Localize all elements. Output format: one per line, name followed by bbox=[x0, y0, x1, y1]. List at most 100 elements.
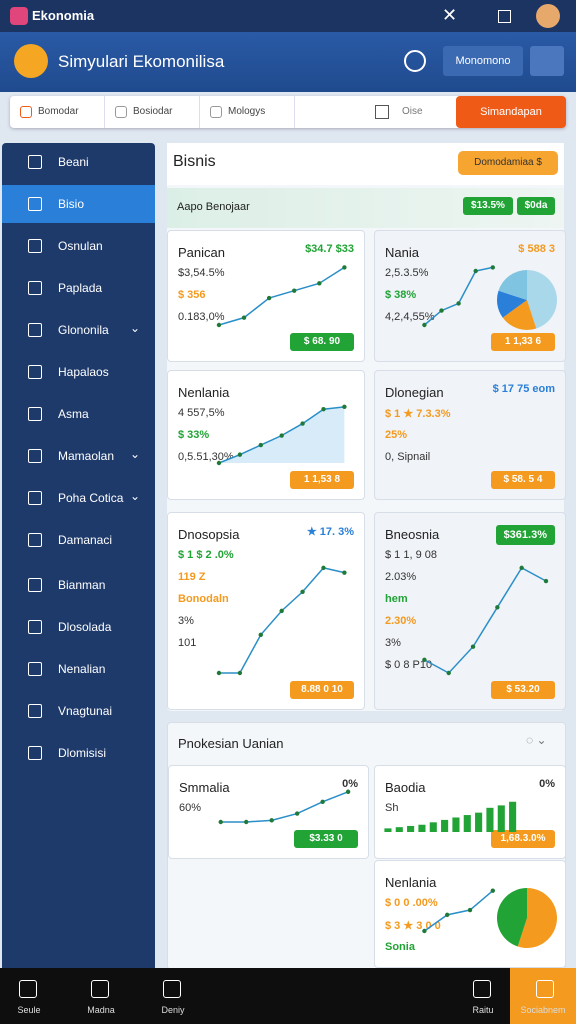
card-badge: $3.33 0 bbox=[294, 830, 358, 848]
card-title: Dnosopsia bbox=[178, 527, 240, 542]
card: Dlonegian $ 17 75 eom $ 1 ★ 7.3.3% 25% 0, Si… bbox=[374, 370, 566, 500]
card-stat: $ 33% bbox=[178, 429, 210, 441]
nav-icon bbox=[28, 197, 42, 211]
action-button[interactable]: Simandapan bbox=[456, 96, 566, 128]
bottom-nav-icon bbox=[19, 980, 37, 998]
card-stat: 0,5.51,30% bbox=[178, 451, 234, 463]
tab[interactable] bbox=[105, 96, 200, 128]
point bbox=[216, 322, 222, 328]
bottom-nav-item[interactable]: Sociabnem bbox=[510, 968, 576, 1024]
nav-label: Dlosolada bbox=[58, 620, 112, 634]
logo bbox=[14, 44, 48, 78]
card-tag: $361.3% bbox=[495, 525, 555, 545]
nav-label: Glononila bbox=[58, 323, 109, 337]
nav-item[interactable]: Mamaolan ⌄ bbox=[2, 437, 155, 475]
bottom-nav-icon bbox=[163, 980, 181, 998]
checkbox[interactable] bbox=[375, 105, 389, 119]
nav-item[interactable]: Dlomisisi bbox=[2, 734, 155, 772]
nav-item[interactable]: Dlosolada bbox=[2, 608, 155, 646]
point bbox=[279, 608, 284, 614]
nav-item[interactable]: Bisio bbox=[2, 185, 155, 223]
nav-item[interactable]: Beani bbox=[2, 143, 155, 181]
card-title: Dlonegian bbox=[385, 385, 444, 400]
line bbox=[218, 266, 345, 326]
bottom-nav-item[interactable]: Seule bbox=[0, 968, 58, 1024]
nav-item[interactable]: Osnulan bbox=[2, 227, 155, 265]
bottom-nav-item[interactable]: Madna bbox=[72, 968, 130, 1024]
bar bbox=[407, 825, 415, 832]
card-stat: $ 356 bbox=[178, 289, 206, 301]
profile-button[interactable] bbox=[530, 46, 564, 76]
bar bbox=[418, 824, 426, 832]
card-stat: 25% bbox=[385, 429, 408, 441]
panel-button[interactable]: Domodamiaa $ bbox=[458, 151, 558, 175]
nav-icon bbox=[28, 662, 42, 676]
section-title: Pnokesian Uanian bbox=[178, 736, 284, 751]
card-stat: $ 1 ★ 7.3.3% bbox=[385, 408, 451, 420]
point bbox=[342, 265, 347, 270]
point bbox=[300, 589, 305, 594]
tab-icon bbox=[115, 106, 127, 118]
pie-slice bbox=[497, 290, 527, 318]
nav-item[interactable]: Hapalaos bbox=[2, 353, 155, 391]
nav-item[interactable]: Asma bbox=[2, 395, 155, 433]
sidebar: Beani Bisio Osnulan Paplada Glononila ⌄ Hapala… bbox=[2, 143, 155, 968]
tab[interactable] bbox=[10, 96, 105, 128]
bar bbox=[486, 807, 494, 832]
card: Bneosnia $361.3% $ 1 1, 9 08 2.03% hem 2.30% 3… bbox=[374, 512, 566, 710]
bottom-nav-item[interactable]: Raitu bbox=[454, 968, 512, 1024]
nav-item[interactable]: Bianman bbox=[2, 566, 155, 604]
card-stat: 4 557,5% bbox=[178, 407, 225, 419]
nav-icon bbox=[28, 533, 42, 547]
card-badge: 1,68.3.0% bbox=[491, 830, 555, 848]
card: Baodia 0% Sh 1,68.3.0% bbox=[374, 765, 566, 859]
card-title: Baodia bbox=[385, 780, 426, 795]
section-toggle[interactable]: ◌ ⌄ bbox=[526, 733, 547, 747]
card: Nania $ 588 3 2,5.3.5% $ 38% 4,2,4,55% 1 1,33… bbox=[374, 230, 566, 362]
point bbox=[320, 799, 325, 805]
point bbox=[237, 452, 243, 457]
nav-icon bbox=[28, 491, 42, 505]
card-stat: $3,54.5% bbox=[178, 267, 225, 279]
nav-item[interactable]: Damanaci bbox=[2, 521, 155, 559]
bar bbox=[475, 812, 483, 832]
nav-item[interactable]: Glononila ⌄ bbox=[2, 311, 155, 349]
avatar[interactable] bbox=[536, 4, 560, 28]
card-stat: 2.30% bbox=[385, 615, 417, 627]
tab-label: Bosiodar bbox=[133, 106, 173, 117]
search[interactable] bbox=[404, 50, 426, 72]
point bbox=[422, 322, 427, 328]
bottom-nav-label: Seule bbox=[17, 1005, 41, 1015]
nav-label: Bisio bbox=[58, 197, 85, 211]
point bbox=[237, 670, 243, 676]
header-button[interactable]: Monomono bbox=[443, 46, 523, 76]
card-badge: 1 1,53 8 bbox=[290, 471, 354, 489]
bottom-nav-item[interactable]: Deniy bbox=[144, 968, 202, 1024]
field[interactable]: Oise bbox=[402, 106, 423, 117]
maximize[interactable] bbox=[498, 10, 511, 23]
bottom-nav-label: Raitu bbox=[472, 1005, 494, 1015]
nav-label: Mamaolan bbox=[58, 449, 115, 463]
tab-icon bbox=[210, 106, 222, 118]
nav-item[interactable]: Nenalian bbox=[2, 650, 155, 688]
line bbox=[220, 791, 349, 823]
nav-item[interactable]: Paplada bbox=[2, 269, 155, 307]
card: Panican $34.7 $33 $3,54.5% $ 356 0.183,0% $ 6… bbox=[167, 230, 365, 362]
card-stat: 2.03% bbox=[385, 571, 417, 583]
point bbox=[445, 912, 450, 918]
header-title: Simyulari Ekomonilisa bbox=[58, 52, 225, 71]
tab[interactable] bbox=[200, 96, 295, 128]
point bbox=[456, 301, 461, 306]
point bbox=[218, 819, 223, 825]
nav-label: Vnagtunai bbox=[58, 704, 113, 718]
card-stat: 2,5.3.5% bbox=[385, 267, 429, 279]
card-title: Smmalia bbox=[179, 780, 230, 795]
nav-item[interactable]: Vnagtunai bbox=[2, 692, 155, 730]
point bbox=[495, 605, 500, 610]
card-stat: Bonodaln bbox=[178, 593, 229, 605]
title-bar: Ekonomia ✕ bbox=[0, 0, 576, 32]
close[interactable]: ✕ bbox=[442, 5, 458, 25]
card-stat: hem bbox=[385, 593, 408, 605]
card-badge: $ 53.20 bbox=[491, 681, 555, 699]
nav-item[interactable]: Poha Cotica ⌄ bbox=[2, 479, 155, 517]
